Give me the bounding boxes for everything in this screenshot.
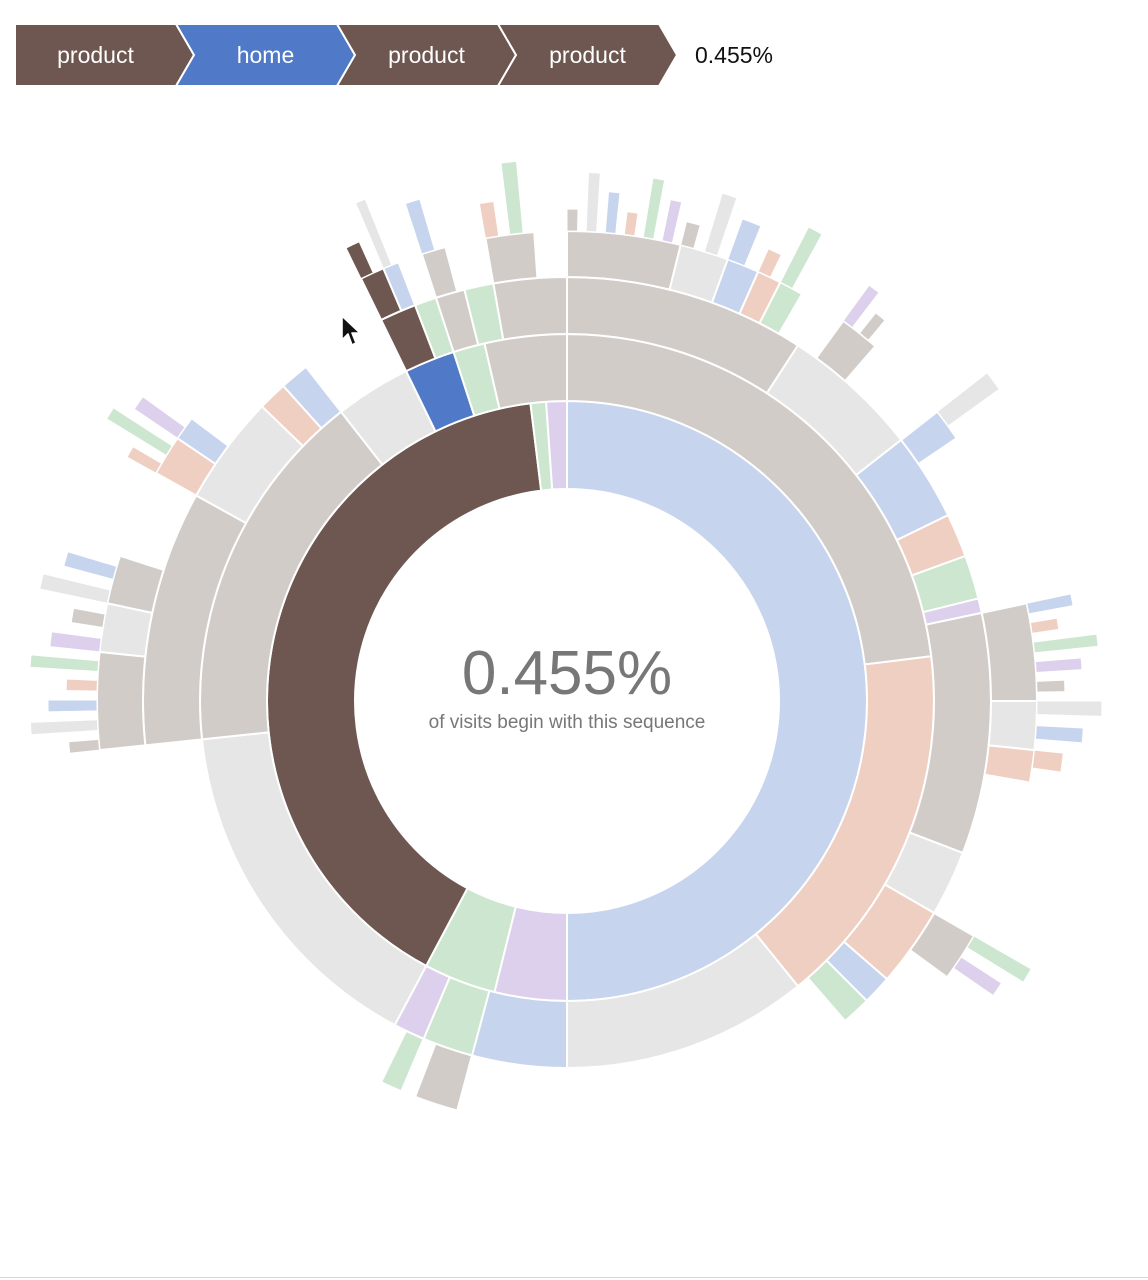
sunburst-segment-product[interactable] xyxy=(413,1042,474,1112)
sunburst-sliver xyxy=(566,208,579,232)
sunburst-segment-product[interactable] xyxy=(483,332,568,410)
sunburst-segment-product[interactable] xyxy=(980,602,1039,702)
sunburst-sliver xyxy=(1026,593,1074,615)
sunburst-sliver xyxy=(585,171,601,233)
sunburst-sliver xyxy=(842,284,880,329)
sunburst-segment-account[interactable] xyxy=(806,959,869,1023)
sunburst-sliver xyxy=(126,445,163,474)
sunburst-segment-account[interactable] xyxy=(379,1029,425,1093)
mouse-pointer-icon xyxy=(341,315,361,346)
breadcrumb-label: product xyxy=(388,42,465,68)
sunburst-sliver xyxy=(1034,657,1083,674)
sunburst-sliver xyxy=(49,631,102,653)
sunburst-sliver xyxy=(1031,749,1064,773)
sunburst-sliver xyxy=(936,372,1000,427)
sunburst-sliver xyxy=(779,226,823,290)
sunburst-ring-3 xyxy=(142,275,992,1112)
sunburst-segment-product[interactable] xyxy=(96,650,147,752)
sunburst-outer-slivers xyxy=(29,160,1103,997)
sunburst-segment-home[interactable] xyxy=(281,365,343,430)
sunburst-sliver xyxy=(1032,633,1099,654)
breadcrumb-item[interactable]: product xyxy=(496,23,679,87)
sunburst-segment-product[interactable] xyxy=(106,554,166,615)
sunburst-ring-1 xyxy=(266,399,868,1003)
breadcrumb-shape xyxy=(496,23,679,87)
sunburst-sliver xyxy=(345,241,374,280)
sunburst-sliver xyxy=(1036,679,1066,693)
breadcrumb-label: home xyxy=(237,42,295,68)
sunburst-sliver xyxy=(65,678,98,692)
sunburst-sliver xyxy=(703,192,738,257)
sunburst-sliver xyxy=(404,198,436,255)
sunburst-sliver xyxy=(757,248,782,278)
sunburst-sliver xyxy=(133,396,186,439)
sunburst-sliver xyxy=(70,607,106,629)
breadcrumb-percentage: 0.455% xyxy=(695,42,773,68)
sunburst-ring-2 xyxy=(199,332,935,1070)
sunburst-sliver xyxy=(1034,725,1084,744)
sunburst-sliver xyxy=(623,211,639,237)
sunburst-sliver xyxy=(680,221,701,250)
sunburst-segment-end[interactable] xyxy=(987,700,1039,752)
sunburst-sliver xyxy=(29,654,100,673)
sunburst-sliver xyxy=(47,699,98,713)
sunburst-sliver xyxy=(966,935,1032,983)
sunburst-sliver xyxy=(1029,617,1060,634)
sunburst-segment-product[interactable] xyxy=(484,231,539,285)
sunburst-segment-product[interactable] xyxy=(814,319,877,383)
sunburst-sliver xyxy=(29,719,99,736)
breadcrumb-trail: product home product product 0.455% xyxy=(14,23,773,87)
sunburst-sliver xyxy=(478,200,500,239)
sunburst-sliver xyxy=(661,198,683,244)
breadcrumb-item[interactable]: home xyxy=(174,23,357,87)
breadcrumb-label: product xyxy=(549,42,626,68)
sunburst-sliver xyxy=(952,956,1003,997)
sunburst-sliver xyxy=(354,198,393,270)
breadcrumb-label: product xyxy=(57,42,134,68)
sunburst-sliver xyxy=(604,191,621,235)
sunburst-sliver xyxy=(68,738,101,754)
sunburst-segment-product[interactable] xyxy=(420,245,459,300)
bottom-divider xyxy=(0,1277,1148,1278)
sunburst-sliver xyxy=(63,551,118,580)
sunburst-sliver xyxy=(642,177,666,240)
sunburst-sliver xyxy=(105,407,173,457)
sunburst-segment-product[interactable] xyxy=(492,275,568,341)
sunburst-sliver xyxy=(727,218,762,267)
sunburst-sliver xyxy=(500,160,524,236)
sunburst-sliver xyxy=(858,312,886,342)
sunburst-sliver xyxy=(1036,700,1103,717)
sunburst-segment-search[interactable] xyxy=(983,744,1036,784)
sunburst-sliver xyxy=(39,573,111,604)
